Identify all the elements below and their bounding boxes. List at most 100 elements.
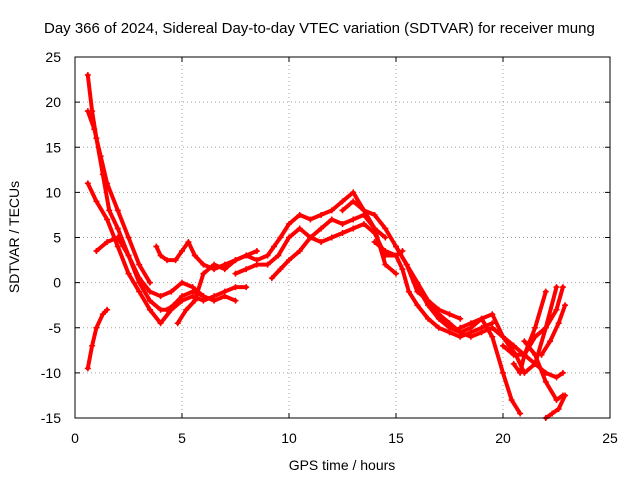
data-point (542, 288, 549, 295)
y-tick-label: -15 (41, 410, 61, 426)
data-point (99, 311, 106, 318)
data-point (500, 369, 506, 376)
data-point (89, 342, 96, 349)
data-point (84, 365, 91, 372)
data-point (93, 198, 100, 205)
data-point (318, 225, 325, 232)
y-tick-label: -10 (41, 365, 61, 381)
data-point (307, 234, 314, 241)
data-point (500, 342, 506, 349)
y-tick-label: 20 (45, 94, 61, 110)
data-point (125, 252, 132, 259)
y-tick-label: 15 (45, 139, 61, 155)
data-point (553, 374, 560, 381)
data-point (360, 207, 367, 214)
data-point (253, 248, 260, 255)
y-tick-label: -5 (49, 320, 62, 336)
data-point (457, 324, 464, 331)
data-point (271, 243, 278, 250)
data-point (179, 297, 185, 304)
data-point (555, 405, 562, 412)
data-point (93, 248, 100, 255)
series-track-2 (85, 109, 152, 285)
data-point (286, 257, 292, 264)
grid-layer (75, 57, 610, 418)
data-point (510, 351, 517, 358)
data-point (146, 306, 153, 313)
data-point (114, 243, 121, 250)
data-point (232, 270, 239, 277)
data-point (268, 275, 275, 282)
data-point (179, 248, 185, 255)
data-point (168, 306, 175, 313)
data-point (500, 333, 506, 340)
data-point (125, 270, 132, 277)
y-tick-label: 5 (53, 230, 61, 246)
data-point (414, 302, 421, 309)
data-point (174, 320, 181, 327)
data-point (517, 369, 524, 376)
data-point (104, 239, 111, 246)
x-tick-label: 25 (602, 430, 618, 446)
data-point (517, 410, 524, 417)
data-point (559, 369, 566, 376)
data-point (84, 180, 91, 187)
data-point (467, 333, 474, 340)
data-point (328, 234, 335, 241)
data-point (555, 320, 562, 327)
data-point (360, 220, 367, 227)
data-point (538, 351, 545, 358)
data-point (232, 297, 239, 304)
data-point (264, 252, 271, 259)
y-tick-label: 10 (45, 184, 61, 200)
data-point (84, 108, 91, 115)
data-point (164, 257, 171, 264)
data-point (97, 153, 104, 160)
data-point (559, 284, 566, 291)
data-point (562, 392, 569, 399)
data-point (157, 320, 164, 327)
data-point (510, 342, 517, 349)
x-tick-label: 10 (281, 430, 297, 446)
data-point (489, 311, 496, 318)
data-point (232, 257, 239, 264)
series-track-10 (340, 199, 463, 321)
data-point (393, 270, 399, 277)
data-point (350, 198, 357, 205)
data-point (562, 302, 569, 309)
data-point (350, 189, 357, 196)
data-point (382, 248, 389, 255)
data-point (478, 315, 485, 322)
data-point (183, 306, 190, 313)
data-point (172, 257, 179, 264)
data-point (84, 72, 91, 79)
data-point (382, 225, 389, 232)
data-point (403, 261, 410, 268)
data-point (296, 248, 303, 255)
data-point (275, 252, 282, 259)
data-point (286, 234, 292, 241)
chart-title: Day 366 of 2024, Sidereal Day-to-day VTE… (44, 20, 595, 37)
data-point (232, 284, 239, 291)
data-point (318, 211, 325, 218)
data-point (221, 293, 228, 300)
data-point (189, 284, 196, 291)
data-point (350, 216, 357, 223)
data-point (185, 239, 192, 246)
data-point (146, 279, 153, 286)
data-point (136, 261, 143, 268)
data-point (508, 396, 515, 403)
series-track-19 (543, 393, 568, 420)
data-point (114, 234, 121, 241)
data-point (243, 252, 250, 259)
x-tick-label: 20 (495, 430, 511, 446)
data-point (136, 275, 143, 282)
data-point (405, 288, 412, 295)
data-point (328, 207, 335, 214)
y-axis-label: SDTVAR / TECUs (6, 181, 22, 293)
data-point (296, 211, 303, 218)
series-layer (84, 72, 569, 421)
data-point (457, 315, 464, 322)
data-point (446, 324, 453, 331)
